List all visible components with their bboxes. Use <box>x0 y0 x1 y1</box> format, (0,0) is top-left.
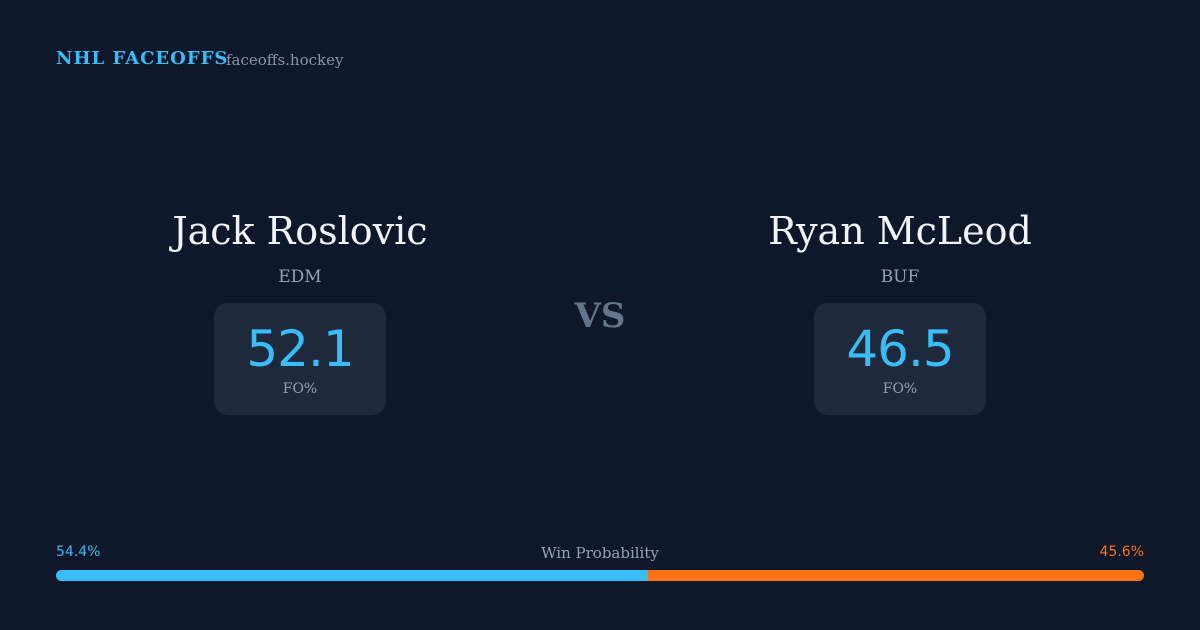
stat-value: 46.5 <box>846 320 954 378</box>
player: Ryan McLeod BUF 46.5 FO% <box>650 205 1150 415</box>
stat-label: FO% <box>882 381 918 397</box>
stat-label: FO% <box>282 381 318 397</box>
stat-card: 46.5 FO% <box>814 303 986 415</box>
player-name: Jack Roslovic <box>172 209 428 253</box>
player: Jack Roslovic EDM 52.1 FO% <box>50 205 550 415</box>
right-segment <box>647 570 1144 581</box>
versus: VS <box>574 296 626 336</box>
site: faceoffs.hockey <box>226 51 344 69</box>
win-probability-label: Win Probability <box>541 544 659 562</box>
right-probability: 45.6% <box>1099 544 1144 560</box>
probability-bar <box>56 570 1144 581</box>
brand: NHL FACEOFFS <box>56 48 229 69</box>
team: EDM <box>278 267 322 287</box>
left-segment <box>56 570 648 581</box>
player-name: Ryan McLeod <box>768 209 1032 253</box>
team: BUF <box>880 267 920 287</box>
stat-value: 52.1 <box>246 320 354 378</box>
left-probability: 54.4% <box>56 544 101 560</box>
stat-card: 52.1 FO% <box>214 303 386 415</box>
